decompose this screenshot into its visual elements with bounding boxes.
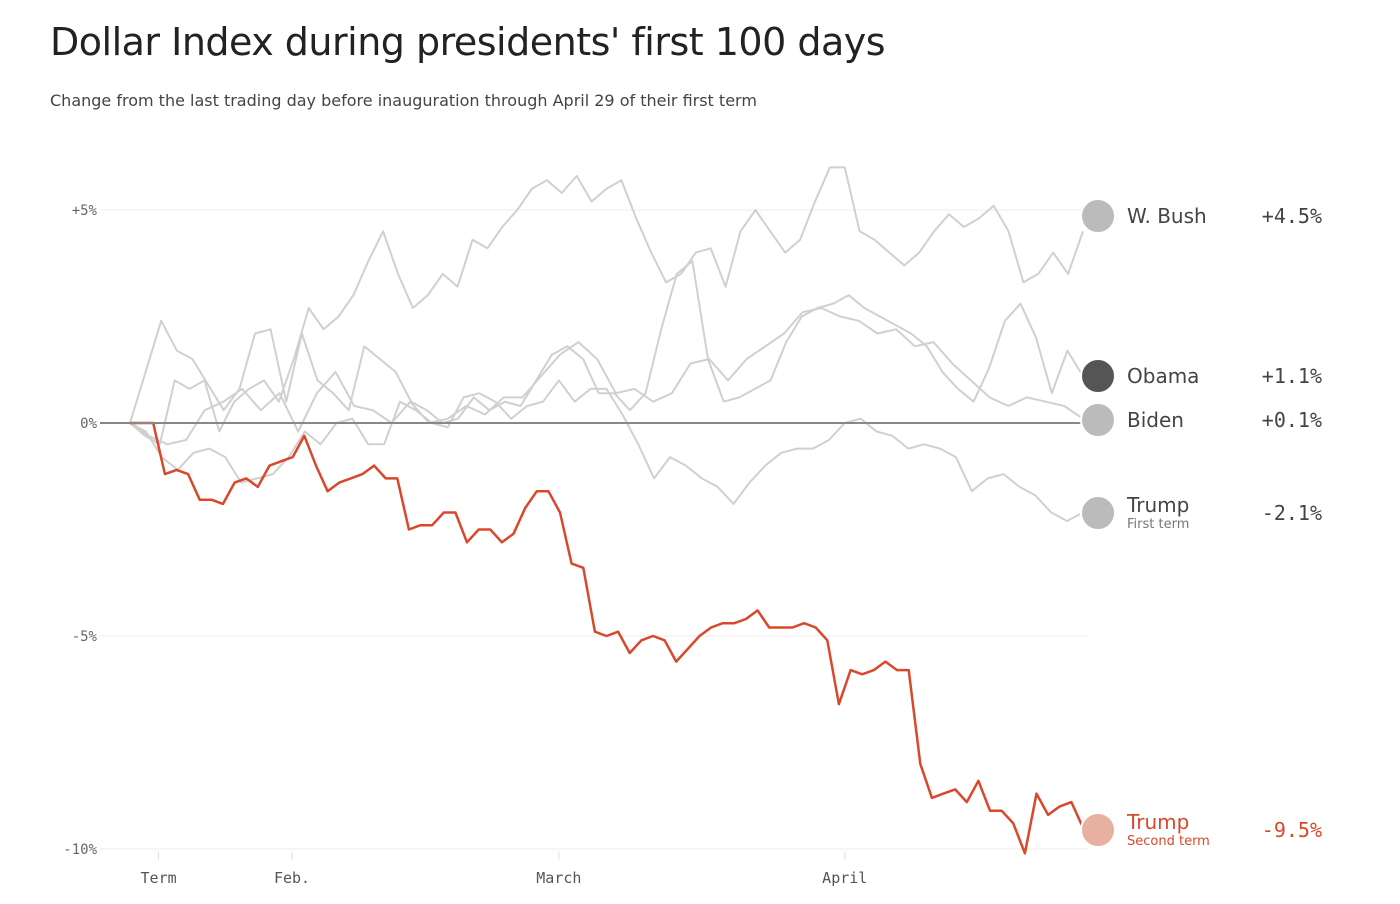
- series-line: [129, 307, 1084, 446]
- y-tick-label: +5%: [72, 203, 98, 219]
- x-tick-label: March: [536, 869, 581, 887]
- series-name-label: Trump: [1126, 493, 1189, 517]
- president-avatar: [1080, 812, 1116, 848]
- series-end-value: +4.5%: [1262, 204, 1322, 228]
- series-end-value: +1.1%: [1262, 364, 1322, 388]
- series-end-value: -9.5%: [1262, 818, 1322, 842]
- series-line: [130, 421, 1085, 855]
- y-tick-label: 0%: [80, 416, 97, 432]
- chart-title: Dollar Index during presidents' first 10…: [50, 20, 886, 64]
- y-tick-label: -5%: [72, 629, 98, 645]
- x-tick-label: Feb.: [274, 869, 310, 887]
- series-line: [129, 379, 1084, 522]
- president-avatar: [1080, 358, 1116, 394]
- series-end-value: +0.1%: [1262, 408, 1322, 432]
- series-name-label: Trump: [1126, 810, 1189, 834]
- president-avatar: [1080, 402, 1116, 438]
- series-sub-label: Second term: [1127, 834, 1210, 849]
- president-avatar: [1080, 495, 1116, 531]
- series-end-value: -2.1%: [1262, 501, 1322, 525]
- series-sub-label: First term: [1127, 517, 1189, 532]
- series-name-label: W. Bush: [1127, 204, 1207, 228]
- x-tick-label: April: [822, 869, 867, 887]
- series-name-label: Biden: [1127, 408, 1184, 432]
- president-avatar: [1080, 198, 1116, 234]
- chart-subtitle: Change from the last trading day before …: [50, 91, 757, 110]
- y-tick-label: -10%: [63, 842, 97, 858]
- series-name-label: Obama: [1127, 364, 1199, 388]
- series-line: [129, 166, 1084, 446]
- x-tick-label: Term: [141, 869, 177, 887]
